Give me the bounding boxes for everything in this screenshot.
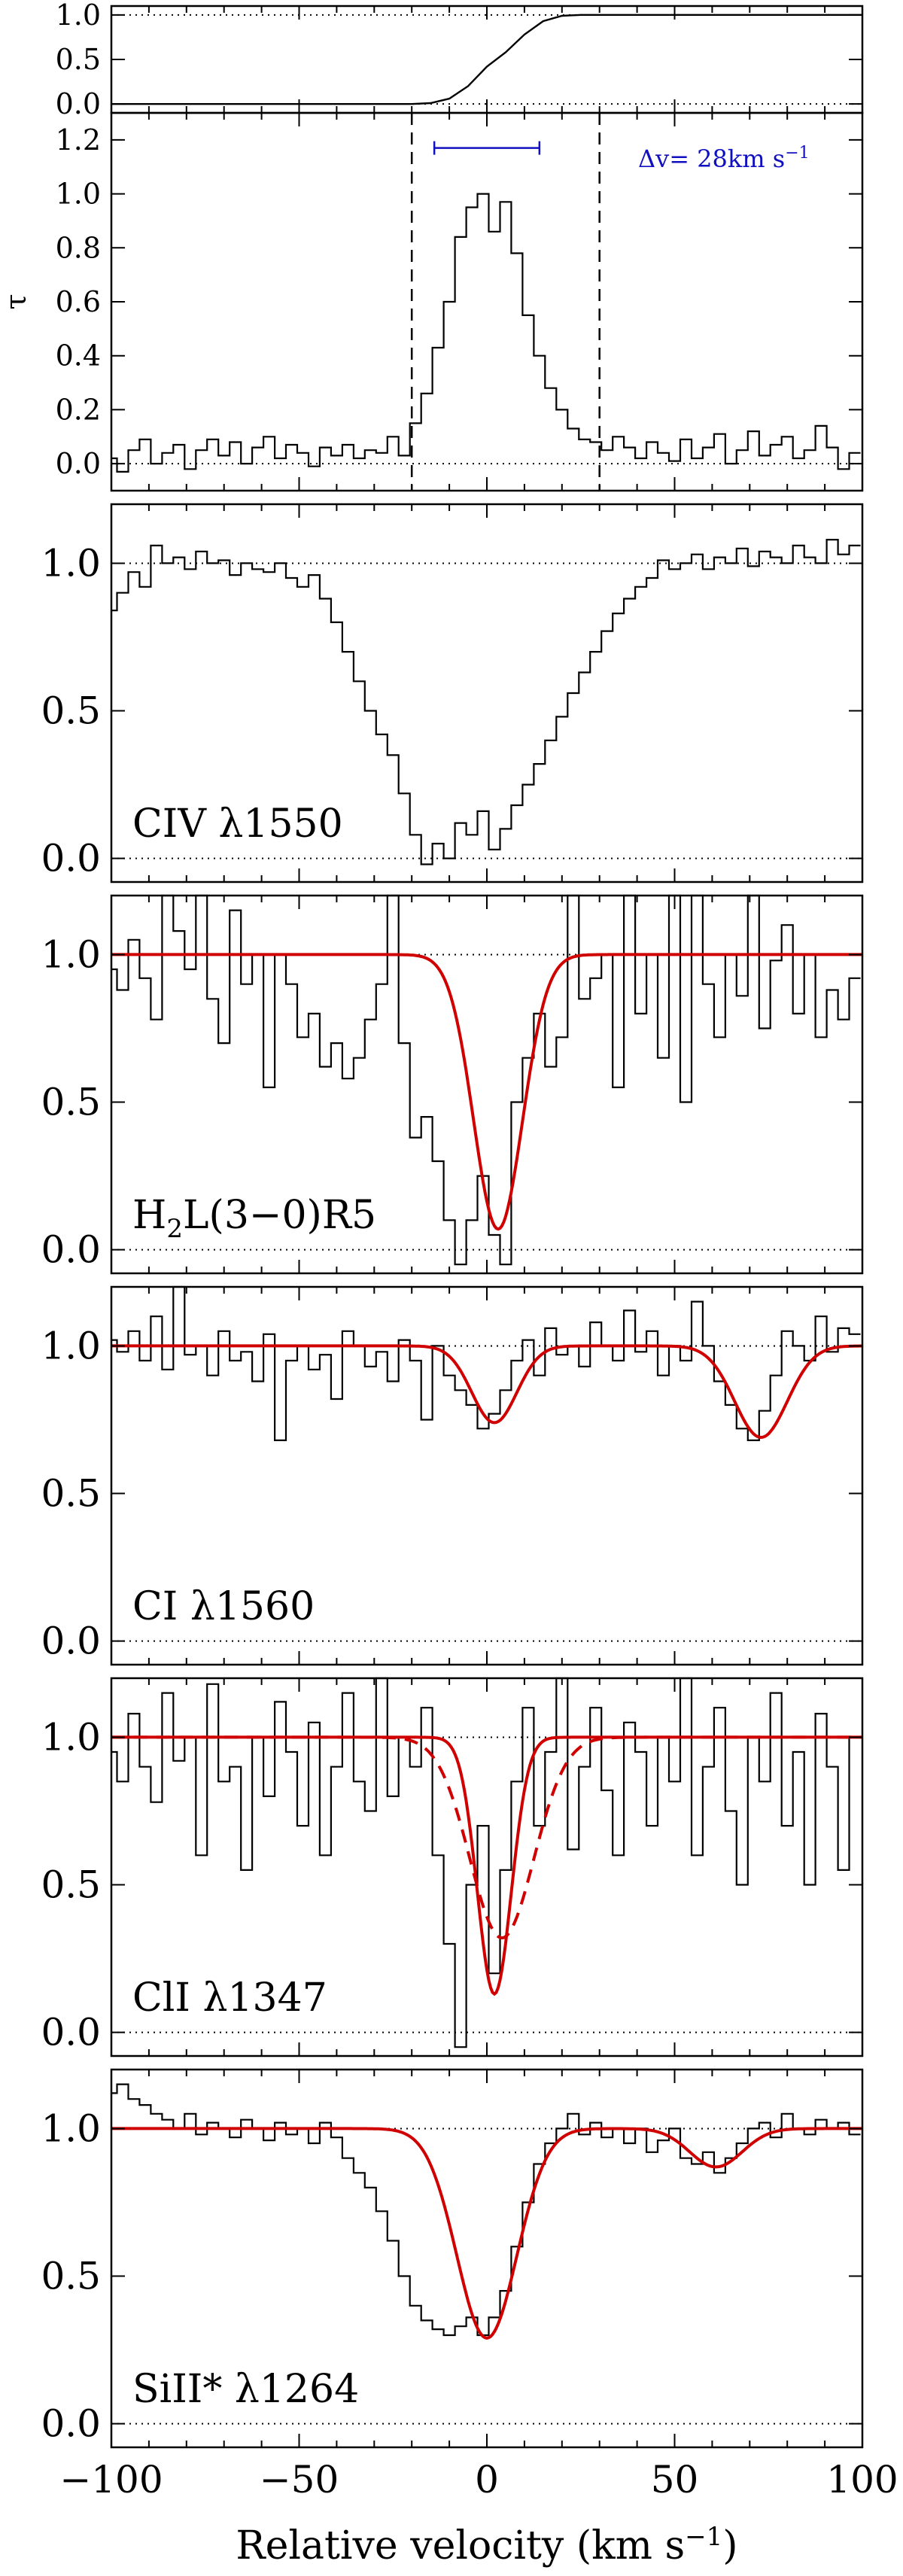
fit-curve [111, 1735, 862, 1997]
y-tick-label: 0.5 [41, 689, 101, 733]
fit-curve [111, 953, 862, 1231]
x-tick-label: −50 [260, 2458, 339, 2501]
panel-ci: 0.0 0.5 1.0 CI λ1560 [41, 1285, 864, 1666]
y-tick-label: 0.6 [56, 285, 101, 318]
fit-curve [111, 2127, 862, 2340]
y-tick-label: 0.5 [41, 1081, 101, 1124]
y-tick-label: 0.5 [41, 1472, 101, 1516]
x-tick-label: 100 [826, 2458, 898, 2501]
data-series [111, 539, 861, 865]
y-axis-label: τ [0, 293, 32, 309]
y-tick-label: 0.5 [56, 43, 101, 76]
panel-cumulative: 0.0 0.5 1.0 [56, 0, 864, 120]
y-tick-label: 1.2 [56, 123, 101, 157]
y-tick-label: 0.4 [56, 339, 101, 373]
y-tick-label: 0.5 [41, 2255, 101, 2298]
plot-frame [110, 5, 864, 114]
panel-label: SiII* λ1264 [132, 2367, 359, 2412]
data-series [111, 14, 862, 105]
y-tick-label: 0.0 [56, 447, 101, 480]
fit-curve-dashed [111, 1735, 862, 1940]
y-tick-label: 1.0 [41, 1715, 101, 1759]
data-series [111, 1677, 861, 2048]
y-tick-label: 0.0 [41, 1228, 101, 1272]
panel-label: ClI λ1347 [132, 1975, 327, 2021]
y-tick-label: 0.0 [41, 837, 101, 880]
panel-cli: 0.0 0.5 1.0 ClI λ1347 [41, 1677, 864, 2057]
x-tick-label: 0 [475, 2458, 499, 2501]
y-tick-label: 0.5 [41, 1863, 101, 1907]
data-series [111, 193, 861, 473]
y-tick-label: 0.8 [56, 231, 101, 264]
y-tick-label: 1.0 [41, 2106, 101, 2150]
y-tick-label: 1.0 [41, 1324, 101, 1367]
panel-h2: 0.0 0.5 1.0 H2L(3−0)R5 [41, 894, 864, 1275]
velocity-width-annotation: Δv= 28km s−1 [638, 144, 810, 173]
x-tick-label: 50 [651, 2458, 699, 2501]
panel-label: H2L(3−0)R5 [132, 1193, 376, 1244]
y-tick-label: 0.2 [56, 393, 101, 426]
panel-siii-: 0.0 0.5 1.0 SiII* λ1264 −100 −50 0 50 100 Relativ… [41, 2068, 898, 2568]
fit-curve [111, 1344, 862, 1440]
y-tick-label: 0.0 [41, 1620, 101, 1663]
data-series [111, 1285, 861, 1441]
y-tick-label: 1.0 [41, 541, 101, 585]
data-series [111, 2083, 861, 2337]
y-tick-label: 0.0 [41, 2011, 101, 2054]
y-tick-label: 1.0 [41, 932, 101, 976]
x-tick-label: −100 [59, 2458, 163, 2501]
y-tick-label: 0.0 [56, 87, 101, 120]
x-axis-label: Relative velocity (km s−1) [236, 2522, 737, 2568]
panel-civ: 0.0 0.5 1.0 CIV λ1550 [41, 503, 864, 884]
y-tick-label: 0.0 [41, 2402, 101, 2446]
panel-optical-depth: Δv= 28km s−1 0.0 0.2 0.4 0.6 0.8 1.0 1.2 τ [0, 111, 864, 492]
y-tick-label: 1.0 [56, 0, 101, 32]
y-tick-label: 1.0 [56, 178, 101, 211]
panel-label: CIV λ1550 [132, 801, 343, 847]
panel-label: CI λ1560 [132, 1584, 315, 1629]
